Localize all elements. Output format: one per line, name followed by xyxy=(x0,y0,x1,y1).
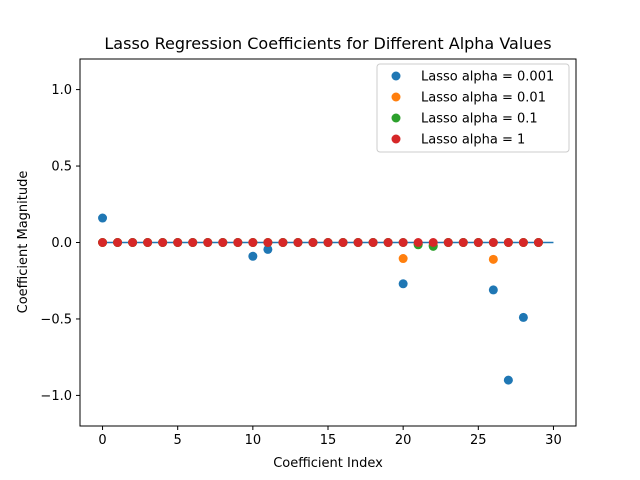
data-point xyxy=(173,238,183,247)
data-point xyxy=(398,238,408,247)
legend-marker xyxy=(391,92,401,102)
y-tick-label: 0.0 xyxy=(51,236,72,251)
x-tick-label: 30 xyxy=(545,433,562,448)
y-tick-label: −0.5 xyxy=(40,312,72,327)
data-point xyxy=(458,238,468,247)
data-point xyxy=(488,285,498,295)
data-point xyxy=(98,213,108,223)
x-tick-label: 20 xyxy=(395,433,412,448)
data-point xyxy=(263,238,273,247)
data-point xyxy=(398,254,408,264)
data-point xyxy=(188,238,198,247)
data-point xyxy=(488,254,498,264)
data-point xyxy=(263,244,273,254)
legend-box xyxy=(376,63,570,153)
data-point xyxy=(98,238,108,247)
data-point xyxy=(293,238,303,247)
x-axis-title: Coefficient Index xyxy=(273,456,383,471)
x-tick-label: 5 xyxy=(174,433,182,448)
x-tick-label: 10 xyxy=(245,433,262,448)
data-point xyxy=(383,238,393,247)
legend-marker xyxy=(391,134,401,144)
y-tick-label: −1.0 xyxy=(40,389,72,404)
data-point xyxy=(248,238,258,247)
data-point xyxy=(473,238,483,247)
data-point xyxy=(128,238,138,247)
y-tick-label: 0.5 xyxy=(51,160,72,175)
x-tick-label: 0 xyxy=(98,433,106,448)
data-point xyxy=(518,312,528,322)
x-tick-label: 25 xyxy=(470,433,487,448)
data-point xyxy=(218,238,228,247)
data-point xyxy=(488,238,498,247)
data-point xyxy=(353,238,363,247)
plot-area: 0 5 10 15 20 25 30 −1.0 −0.5 0.0 0.5 1.0 xyxy=(40,58,577,448)
data-point xyxy=(503,238,513,247)
data-point xyxy=(338,238,348,247)
data-point xyxy=(503,375,513,385)
data-point xyxy=(203,238,213,247)
data-point xyxy=(308,238,318,247)
data-point xyxy=(248,251,258,261)
data-point xyxy=(518,238,528,247)
data-point xyxy=(368,238,378,247)
legend-label: Lasso alpha = 0.001 xyxy=(421,70,554,85)
legend: Lasso alpha = 0.001 Lasso alpha = 0.01 Las… xyxy=(376,63,570,153)
y-axis-title: Coefficient Magnitude xyxy=(16,171,31,314)
chart-title: Lasso Regression Coefficients for Differ… xyxy=(104,34,551,53)
data-point xyxy=(398,279,408,289)
data-point xyxy=(443,238,453,247)
data-point xyxy=(233,238,243,247)
legend-marker xyxy=(391,113,401,123)
data-point xyxy=(533,238,543,247)
data-point xyxy=(323,238,333,247)
legend-marker xyxy=(391,71,401,81)
series-4 xyxy=(98,238,543,247)
data-point xyxy=(113,238,123,247)
data-point xyxy=(278,238,288,247)
x-tick-label: 15 xyxy=(320,433,337,448)
y-tick-label: 1.0 xyxy=(51,83,72,98)
data-point xyxy=(413,238,423,247)
data-point xyxy=(143,238,153,247)
legend-label: Lasso alpha = 0.01 xyxy=(421,91,546,106)
data-point xyxy=(158,238,168,247)
legend-label: Lasso alpha = 1 xyxy=(421,133,525,148)
data-point xyxy=(428,238,438,247)
legend-label: Lasso alpha = 0.1 xyxy=(421,112,538,127)
